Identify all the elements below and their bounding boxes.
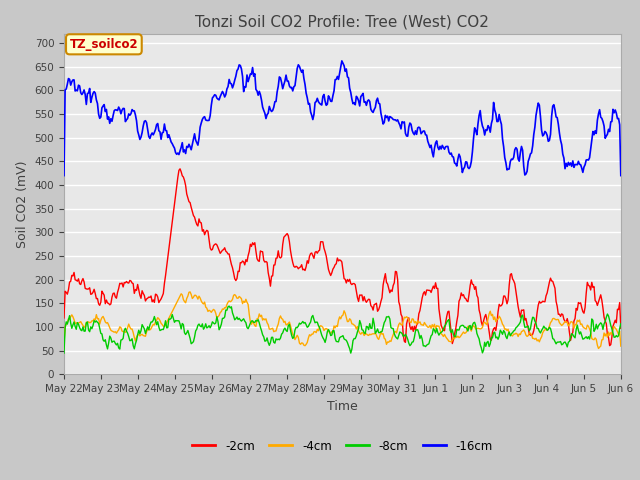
Title: Tonzi Soil CO2 Profile: Tree (West) CO2: Tonzi Soil CO2 Profile: Tree (West) CO2 xyxy=(195,15,490,30)
Text: TZ_soilco2: TZ_soilco2 xyxy=(70,38,138,51)
Y-axis label: Soil CO2 (mV): Soil CO2 (mV) xyxy=(16,160,29,248)
Legend: -2cm, -4cm, -8cm, -16cm: -2cm, -4cm, -8cm, -16cm xyxy=(187,435,498,457)
X-axis label: Time: Time xyxy=(327,400,358,413)
